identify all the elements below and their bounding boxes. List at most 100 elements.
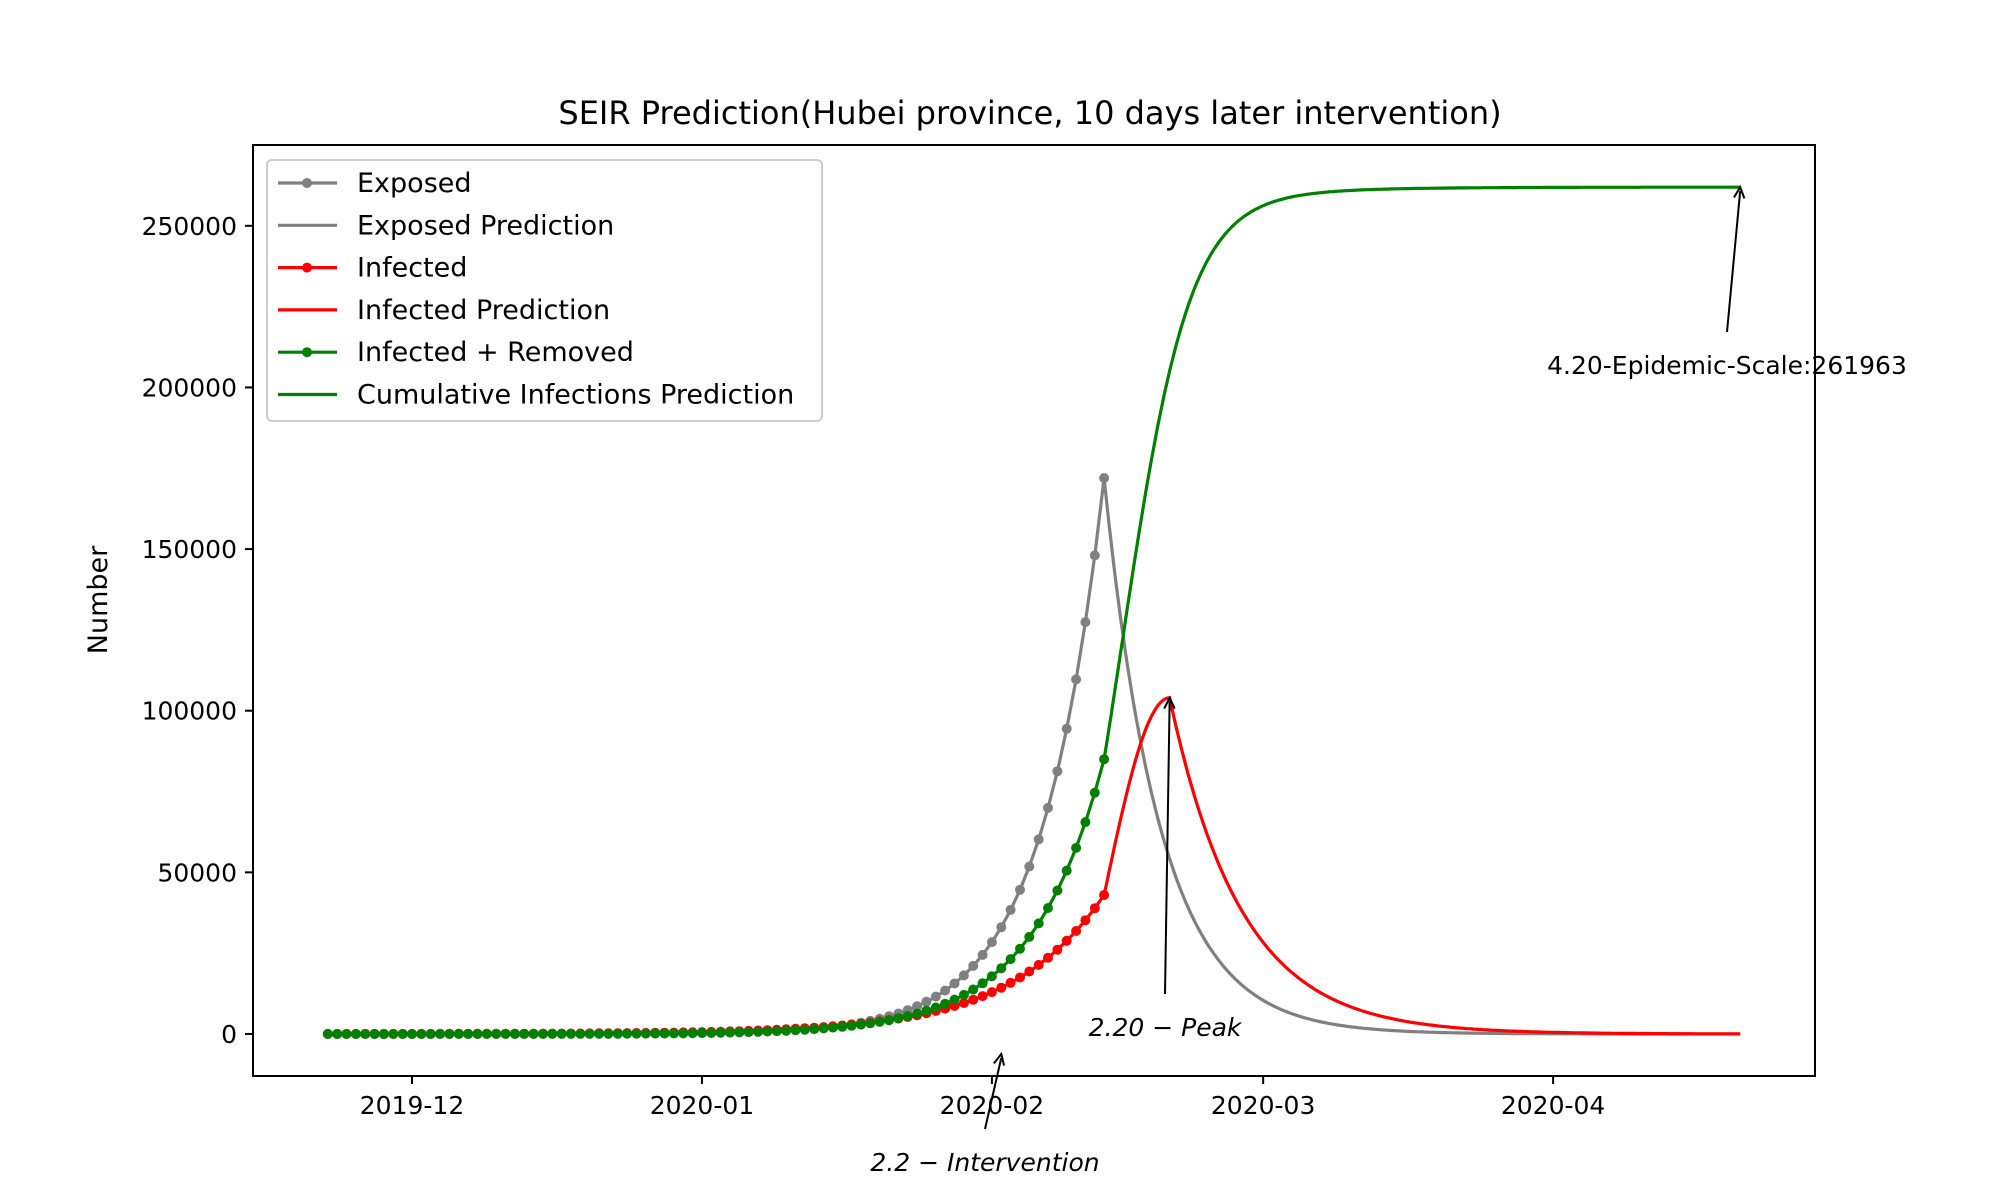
data-point — [669, 1028, 679, 1038]
data-point — [800, 1025, 810, 1035]
series-line — [1104, 478, 1740, 1034]
data-point — [1006, 905, 1016, 915]
data-point — [1080, 817, 1090, 827]
data-point — [837, 1022, 847, 1032]
data-point — [978, 991, 988, 1001]
annotation-arrow — [1727, 191, 1740, 332]
series-infected — [323, 890, 1109, 1039]
data-point — [987, 937, 997, 947]
series-line — [328, 478, 1104, 1034]
data-point — [968, 995, 978, 1005]
data-point — [903, 1011, 913, 1021]
data-point — [1080, 915, 1090, 925]
data-point — [1034, 960, 1044, 970]
legend-label: Exposed Prediction — [357, 210, 614, 241]
series-exposed — [323, 473, 1109, 1039]
data-point — [1006, 978, 1016, 988]
data-point — [996, 922, 1006, 932]
data-point — [716, 1028, 726, 1038]
annotation-label: 2.2 − Intervention — [870, 1148, 1099, 1177]
data-point — [847, 1021, 857, 1031]
data-point — [772, 1026, 782, 1036]
x-tick-label: 2020-01 — [650, 1091, 754, 1120]
data-point — [978, 978, 988, 988]
y-tick-label: 50000 — [157, 858, 237, 887]
data-point — [547, 1029, 557, 1039]
legend-marker — [302, 263, 312, 273]
data-point — [1062, 866, 1072, 876]
data-point — [519, 1029, 529, 1039]
data-point — [660, 1028, 670, 1038]
data-point — [1090, 788, 1100, 798]
y-tick-label: 250000 — [142, 212, 237, 241]
data-point — [921, 997, 931, 1007]
data-point — [1071, 926, 1081, 936]
data-point — [856, 1020, 866, 1030]
x-tick-label: 2019-12 — [360, 1091, 464, 1120]
data-point — [370, 1029, 380, 1039]
data-point — [342, 1029, 352, 1039]
data-point — [987, 987, 997, 997]
data-point — [781, 1026, 791, 1036]
data-point — [828, 1023, 838, 1033]
data-point — [1043, 803, 1053, 813]
data-point — [1015, 973, 1025, 983]
data-point — [529, 1029, 539, 1039]
data-point — [996, 963, 1006, 973]
data-point — [557, 1029, 567, 1039]
data-point — [678, 1028, 688, 1038]
data-point — [491, 1029, 501, 1039]
data-point — [688, 1028, 698, 1038]
series-infected-prediction — [1104, 698, 1740, 1034]
data-point — [594, 1029, 604, 1039]
data-point — [968, 985, 978, 995]
data-point — [753, 1027, 763, 1037]
data-point — [875, 1017, 885, 1027]
data-point — [959, 970, 969, 980]
data-point — [950, 979, 960, 989]
series-line — [1104, 698, 1740, 1034]
data-point — [1034, 834, 1044, 844]
data-point — [501, 1029, 511, 1039]
data-point — [538, 1029, 548, 1039]
legend-label: Infected — [357, 253, 467, 284]
data-point — [706, 1028, 716, 1038]
data-point — [1090, 550, 1100, 560]
data-point — [416, 1029, 426, 1039]
data-point — [360, 1029, 370, 1039]
data-point — [744, 1027, 754, 1037]
data-point — [1062, 724, 1072, 734]
data-point — [379, 1029, 389, 1039]
data-point — [398, 1029, 408, 1039]
data-point — [893, 1013, 903, 1023]
data-point — [1071, 674, 1081, 684]
data-point — [819, 1023, 829, 1033]
data-point — [426, 1029, 436, 1039]
data-point — [463, 1029, 473, 1039]
data-point — [1062, 936, 1072, 946]
data-point — [865, 1018, 875, 1028]
data-point — [510, 1029, 520, 1039]
data-point — [931, 1003, 941, 1013]
data-point — [734, 1027, 744, 1037]
data-point — [978, 950, 988, 960]
data-point — [454, 1029, 464, 1039]
y-tick-label: 150000 — [142, 535, 237, 564]
data-point — [1080, 617, 1090, 627]
data-point — [323, 1029, 333, 1039]
data-point — [622, 1029, 632, 1039]
data-point — [388, 1029, 398, 1039]
data-point — [1052, 945, 1062, 955]
data-point — [1015, 885, 1025, 895]
legend: Exposed Exposed Prediction Infected Infecte… — [267, 160, 822, 421]
data-point — [1052, 766, 1062, 776]
data-point — [407, 1029, 417, 1039]
data-point — [762, 1026, 772, 1036]
series-cumulative-infections-prediction — [1104, 187, 1740, 759]
data-point — [968, 961, 978, 971]
data-point — [1024, 862, 1034, 872]
data-point — [351, 1029, 361, 1039]
data-point — [1071, 843, 1081, 853]
legend-marker — [302, 178, 312, 188]
y-axis-label: Number — [83, 545, 114, 654]
